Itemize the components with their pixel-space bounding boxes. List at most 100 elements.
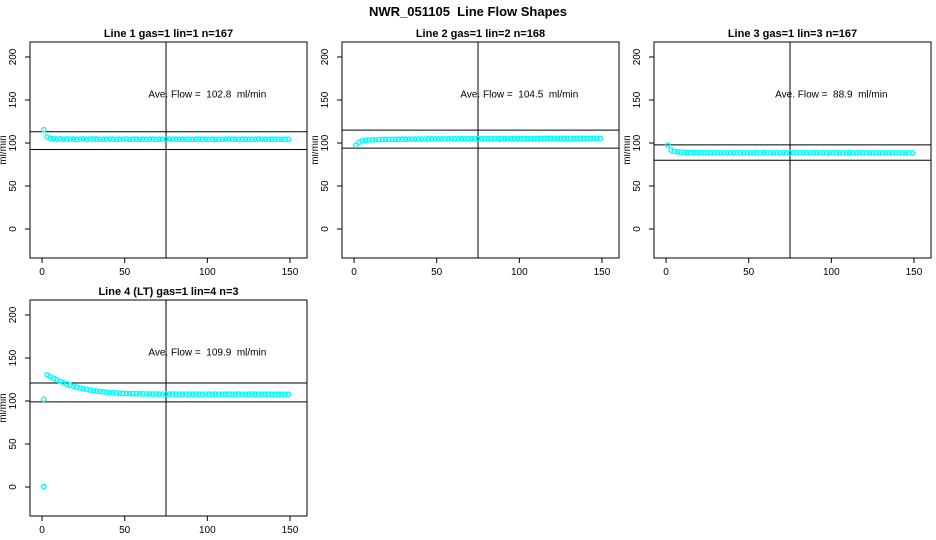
x-tick-label: 150 <box>906 267 923 278</box>
data-point <box>169 136 176 143</box>
data-point <box>73 136 80 143</box>
y-tick-label: 150 <box>632 91 643 108</box>
data-point <box>701 149 707 156</box>
data-point <box>770 149 777 156</box>
ave-flow-annotation: Ave. Flow = 104.5 ml/min <box>460 89 578 100</box>
data-point <box>67 136 74 143</box>
data-point <box>93 388 100 394</box>
data-point <box>590 135 597 142</box>
data-point <box>275 136 282 143</box>
data-point <box>130 136 136 143</box>
data-point <box>671 148 678 155</box>
x-tick-label: 100 <box>511 267 528 278</box>
data-point <box>40 126 47 133</box>
data-point <box>402 136 409 143</box>
y-tick-label: 0 <box>320 226 331 232</box>
y-tick-label: 150 <box>8 349 19 366</box>
data-point <box>192 136 199 143</box>
data-point <box>465 135 472 142</box>
y-tick-label: 50 <box>8 438 19 450</box>
data-point <box>209 391 216 398</box>
data-point <box>806 150 813 156</box>
subplot-title: Line 4 (LT) gas=1 lin=4 n=3 <box>98 286 238 298</box>
data-point <box>252 391 259 398</box>
data-point <box>803 149 810 156</box>
data-point <box>820 149 826 156</box>
data-point <box>255 391 262 398</box>
x-tick-label: 150 <box>594 267 611 278</box>
data-point <box>146 391 153 397</box>
data-point <box>153 391 160 397</box>
data-point <box>773 149 780 156</box>
data-point <box>362 137 369 144</box>
x-tick-label: 150 <box>282 525 299 536</box>
x-tick-label: 0 <box>39 525 45 536</box>
data-point <box>139 136 146 143</box>
data-point <box>412 136 419 143</box>
data-point <box>275 391 282 398</box>
data-point <box>182 391 189 398</box>
data-point <box>438 135 445 142</box>
data-point <box>83 386 90 393</box>
data-point <box>859 149 866 156</box>
data-point <box>232 136 239 143</box>
data-point <box>597 135 604 142</box>
data-point <box>166 391 173 398</box>
data-point <box>697 149 704 156</box>
subplot-title: Line 3 gas=1 lin=3 n=167 <box>728 28 857 40</box>
data-point <box>70 136 77 142</box>
data-point <box>869 150 876 156</box>
data-point <box>488 135 495 142</box>
data-point <box>179 391 186 398</box>
data-point <box>727 149 734 156</box>
data-point <box>143 391 150 397</box>
data-point <box>587 135 594 142</box>
data-point <box>258 136 265 143</box>
data-point <box>130 390 136 397</box>
data-point <box>547 135 554 142</box>
data-point <box>584 135 591 142</box>
data-point <box>202 136 209 143</box>
data-point <box>508 135 514 142</box>
data-point <box>737 149 744 156</box>
y-tick-label: 100 <box>8 134 19 151</box>
data-point <box>501 135 508 142</box>
data-point <box>50 135 57 142</box>
data-point <box>826 150 833 156</box>
data-point <box>212 136 219 143</box>
data-point <box>209 136 216 143</box>
ave-flow-annotation: Ave. Flow = 102.8 ml/min <box>148 89 266 100</box>
data-point <box>176 391 183 398</box>
data-point <box>249 136 255 143</box>
data-point <box>116 136 123 143</box>
data-point <box>531 135 538 142</box>
data-point <box>149 136 156 142</box>
data-point <box>103 136 110 143</box>
data-point <box>120 390 126 397</box>
data-point <box>159 391 166 398</box>
data-point <box>674 148 681 155</box>
data-point <box>707 149 714 156</box>
data-point <box>800 149 807 156</box>
data-point <box>106 389 113 396</box>
data-point <box>179 136 186 143</box>
data-point <box>133 390 140 397</box>
data-point <box>63 136 70 142</box>
data-point <box>97 388 103 395</box>
subplot-line-1: Line 1 gas=1 lin=1 n=167 0 50 100 150 0 50 100 1… <box>0 24 312 282</box>
data-point <box>149 391 156 397</box>
data-point <box>399 136 405 143</box>
data-point <box>126 136 133 143</box>
data-point <box>909 150 916 156</box>
x-tick-label: 50 <box>119 267 131 278</box>
data-point <box>225 391 232 398</box>
data-point <box>461 135 468 142</box>
x-tick-label: 50 <box>431 267 443 278</box>
data-point <box>879 150 886 156</box>
x-tick-label: 0 <box>39 267 45 278</box>
data-point <box>754 149 760 156</box>
plot-box <box>341 41 620 259</box>
data-point <box>889 149 896 156</box>
y-tick-label: 50 <box>632 180 643 192</box>
